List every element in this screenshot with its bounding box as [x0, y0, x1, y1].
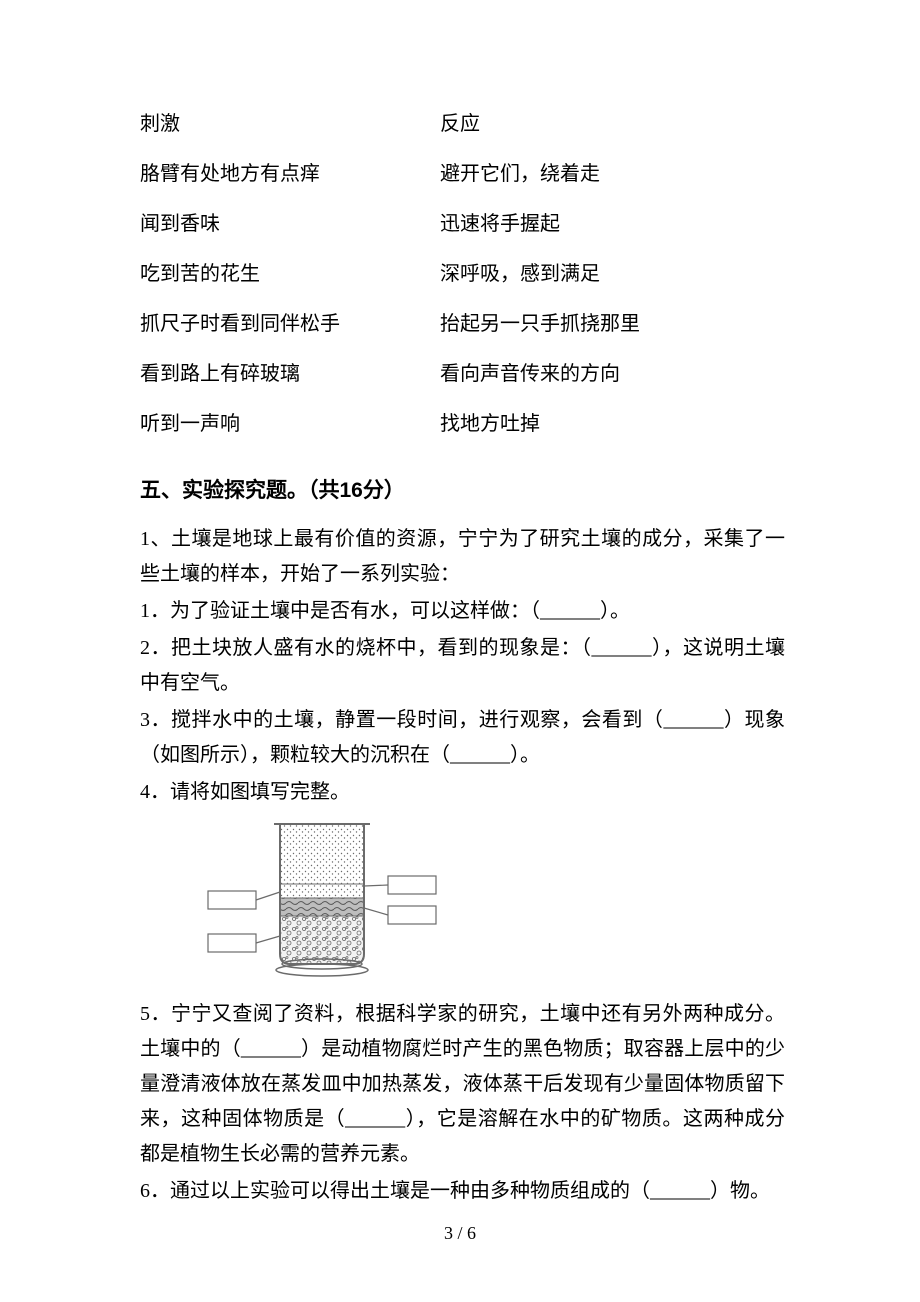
match-left-1: 闻到香味 — [140, 210, 440, 238]
section-5-intro: 1、土壤是地球上最有价值的资源，宁宁为了研究土壤的成分，采集了一些土壤的样本，开… — [140, 522, 785, 592]
match-left-4: 看到路上有碎玻璃 — [140, 360, 440, 388]
section-5-q2: 2．把土块放人盛有水的烧杯中，看到的现象是：（______），这说明土壤中有空气… — [140, 631, 785, 701]
match-col-response: 反应 避开它们，绕着走 迅速将手握起 深呼吸，感到满足 抬起另一只手抓挠那里 看… — [440, 110, 785, 460]
soil-beaker-svg — [202, 816, 442, 986]
page: 刺激 胳臂有处地方有点痒 闻到香味 吃到苦的花生 抓尺子时看到同伴松手 看到路上… — [0, 0, 920, 1302]
match-right-5: 找地方吐掉 — [440, 410, 785, 438]
section-5-q3: 3．搅拌水中的土壤，静置一段时间，进行观察，会看到（______）现象（如图所示… — [140, 703, 785, 773]
section-5-q4: 4．请将如图填写完整。 — [140, 775, 785, 810]
match-left-5: 听到一声响 — [140, 410, 440, 438]
match-table: 刺激 胳臂有处地方有点痒 闻到香味 吃到苦的花生 抓尺子时看到同伴松手 看到路上… — [140, 110, 785, 460]
match-right-0: 避开它们，绕着走 — [440, 160, 785, 188]
match-left-0: 胳臂有处地方有点痒 — [140, 160, 440, 188]
match-right-2: 深呼吸，感到满足 — [440, 260, 785, 288]
match-right-1: 迅速将手握起 — [440, 210, 785, 238]
match-col-stimulus: 刺激 胳臂有处地方有点痒 闻到香味 吃到苦的花生 抓尺子时看到同伴松手 看到路上… — [140, 110, 440, 460]
match-right-3: 抬起另一只手抓挠那里 — [440, 310, 785, 338]
soil-beaker-diagram — [202, 816, 785, 991]
section-5-heading: 五、实验探究题。（共16分） — [140, 474, 785, 504]
section-5-q1: 1．为了验证土壤中是否有水，可以这样做：（______）。 — [140, 594, 785, 629]
match-right-4: 看向声音传来的方向 — [440, 360, 785, 388]
section-5-q6: 6．通过以上实验可以得出土壤是一种由多种物质组成的（______）物。 — [140, 1174, 785, 1209]
match-header-right: 反应 — [440, 110, 785, 138]
page-number: 3 / 6 — [0, 1223, 920, 1244]
match-header-left: 刺激 — [140, 110, 440, 138]
match-left-3: 抓尺子时看到同伴松手 — [140, 310, 440, 338]
match-left-2: 吃到苦的花生 — [140, 260, 440, 288]
section-5-q5: 5．宁宁又查阅了资料，根据科学家的研究，土壤中还有另外两种成分。土壤中的（___… — [140, 997, 785, 1172]
